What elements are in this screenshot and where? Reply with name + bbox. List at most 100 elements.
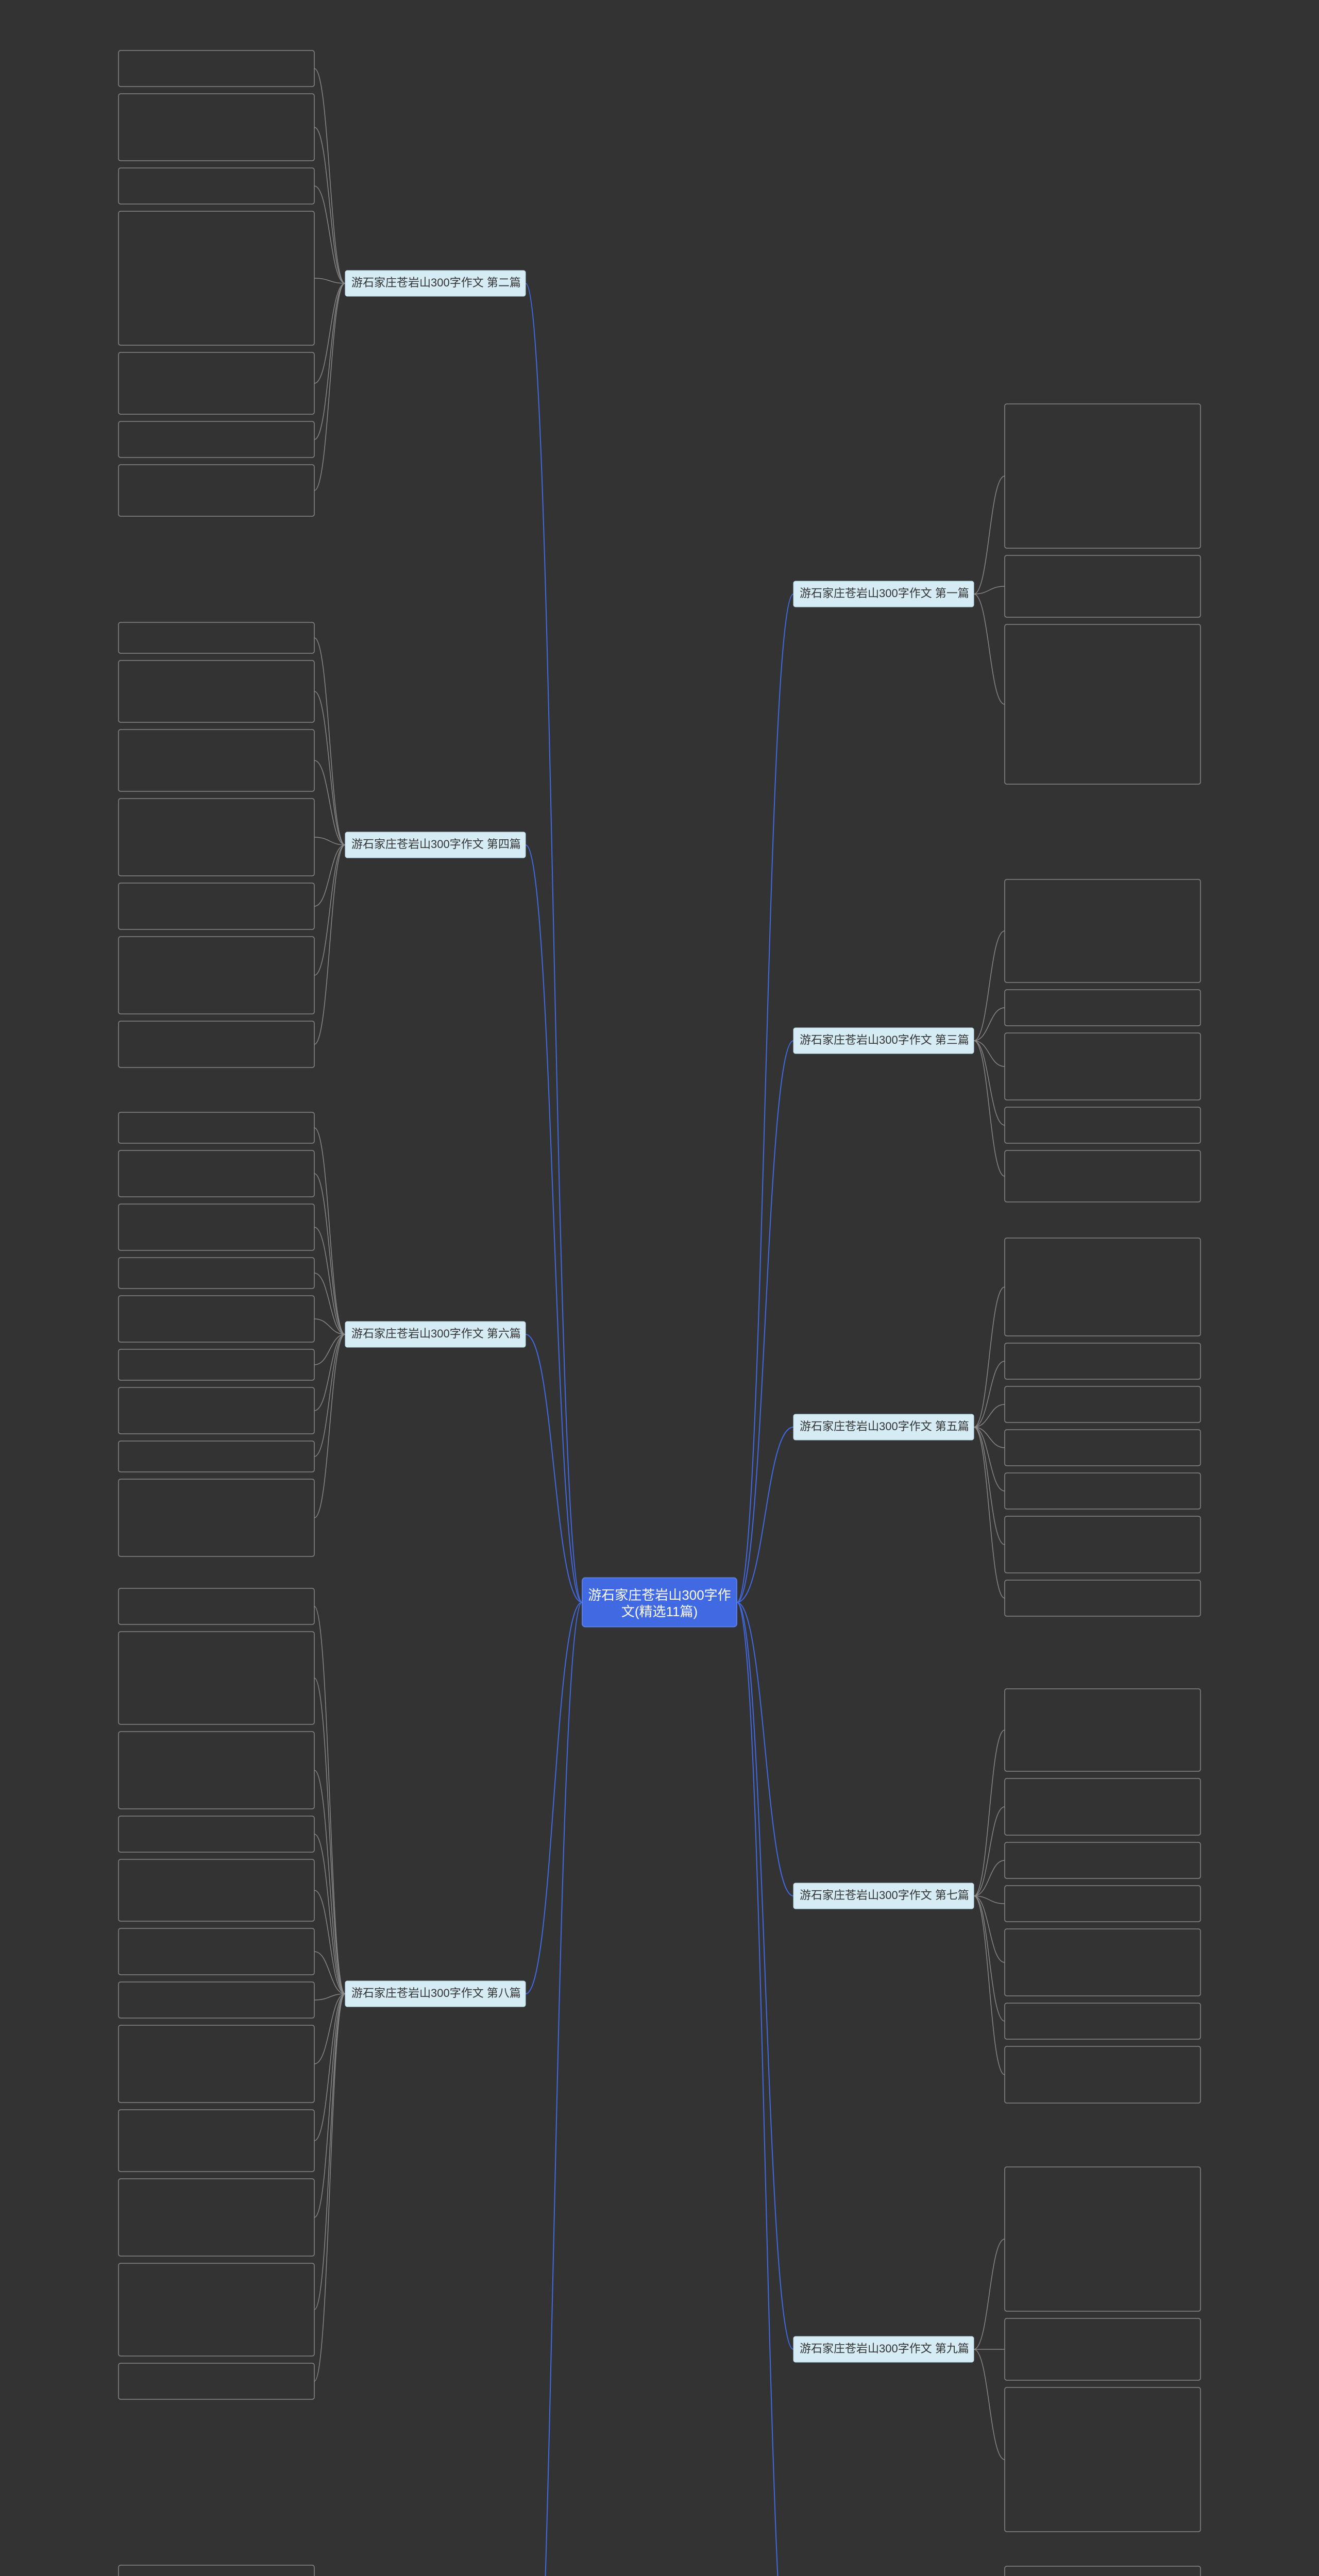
edge-branch-leaf	[974, 594, 1005, 704]
leaf-node[interactable]	[119, 622, 314, 653]
edge-branch-leaf	[974, 1287, 1005, 1427]
leaf-node[interactable]	[119, 1928, 314, 1975]
leaf-node[interactable]	[119, 1441, 314, 1472]
branch-label: 游石家庄苍岩山300字作文 第六篇	[351, 1327, 521, 1340]
leaf-node[interactable]	[119, 94, 314, 161]
edge-branch-leaf	[974, 2349, 1005, 2460]
leaf-node[interactable]	[119, 1296, 314, 1342]
edge-branch-leaf	[974, 476, 1005, 594]
edge-branch-leaf	[974, 1041, 1005, 1066]
edge-branch-leaf	[974, 1008, 1005, 1041]
leaf-node[interactable]	[1005, 1343, 1200, 1379]
branch-label: 游石家庄苍岩山300字作文 第九篇	[800, 2342, 969, 2355]
branch-label: 游石家庄苍岩山300字作文 第八篇	[351, 1987, 521, 1999]
leaf-node[interactable]	[1005, 1929, 1200, 1996]
leaf-node[interactable]	[119, 2179, 314, 2256]
edge-branch-leaf	[974, 2239, 1005, 2349]
leaf-node[interactable]	[119, 730, 314, 791]
edge-branch-leaf	[314, 1606, 345, 1994]
leaf-node[interactable]	[119, 1479, 314, 1556]
edge-branch-leaf	[974, 1427, 1005, 1491]
leaf-node[interactable]	[1005, 2387, 1200, 2532]
branch-label: 游石家庄苍岩山300字作文 第七篇	[800, 1889, 969, 1902]
leaf-node[interactable]	[119, 2565, 314, 2576]
leaf-node[interactable]	[119, 1258, 314, 1289]
edge-branch-leaf	[314, 1334, 345, 1456]
edge-branch-leaf	[974, 1427, 1005, 1545]
leaf-node[interactable]	[1005, 1386, 1200, 1422]
edge-branch-leaf	[314, 278, 345, 283]
edge-branch-leaf	[974, 1427, 1005, 1448]
leaf-node[interactable]	[1005, 1473, 1200, 1509]
edge-branch-leaf	[314, 283, 345, 383]
leaf-node[interactable]	[1005, 624, 1200, 784]
leaf-node[interactable]	[119, 883, 314, 929]
leaf-node[interactable]	[119, 50, 314, 87]
leaf-node[interactable]	[119, 1859, 314, 1921]
leaf-node[interactable]	[119, 1632, 314, 1724]
branch-label: 游石家庄苍岩山300字作文 第一篇	[800, 587, 969, 600]
edge-root-branch	[737, 1602, 793, 2349]
leaf-node[interactable]	[119, 2363, 314, 2399]
leaf-node[interactable]	[1005, 1886, 1200, 1922]
leaf-node[interactable]	[119, 1021, 314, 1067]
leaf-node[interactable]	[1005, 2566, 1200, 2576]
leaf-node[interactable]	[1005, 990, 1200, 1026]
leaf-node[interactable]	[1005, 1107, 1200, 1143]
edge-branch-leaf	[974, 1404, 1005, 1427]
edge-branch-leaf	[974, 1041, 1005, 1176]
leaf-node[interactable]	[119, 421, 314, 457]
edge-branch-leaf	[314, 760, 345, 845]
leaf-node[interactable]	[1005, 2003, 1200, 2039]
leaf-node[interactable]	[119, 1112, 314, 1143]
leaf-node[interactable]	[119, 660, 314, 722]
leaf-node[interactable]	[1005, 879, 1200, 982]
leaf-node[interactable]	[119, 465, 314, 516]
leaf-node[interactable]	[1005, 1580, 1200, 1616]
edge-branch-leaf	[974, 1896, 1005, 2021]
edge-branch-leaf	[974, 1896, 1005, 2075]
leaf-node[interactable]	[1005, 1238, 1200, 1336]
leaf-node[interactable]	[119, 352, 314, 414]
branch-label: 游石家庄苍岩山300字作文 第二篇	[351, 276, 521, 289]
leaf-node[interactable]	[119, 1387, 314, 1434]
leaf-node[interactable]	[119, 799, 314, 876]
leaf-node[interactable]	[1005, 2167, 1200, 2311]
edge-branch-leaf	[314, 186, 345, 283]
edge-branch-leaf	[314, 691, 345, 845]
leaf-node[interactable]	[119, 1349, 314, 1380]
leaf-node[interactable]	[119, 1588, 314, 1624]
edge-branch-leaf	[974, 1361, 1005, 1427]
leaf-node[interactable]	[119, 211, 314, 345]
edge-branch-leaf	[314, 638, 345, 845]
edge-root-branch	[737, 594, 793, 1602]
leaf-node[interactable]	[119, 2025, 314, 2103]
branch-label: 游石家庄苍岩山300字作文 第三篇	[800, 1033, 969, 1046]
edge-branch-leaf	[314, 845, 345, 975]
leaf-node[interactable]	[1005, 1516, 1200, 1573]
edge-branch-leaf	[314, 1334, 345, 1411]
leaf-node[interactable]	[119, 1150, 314, 1197]
leaf-node[interactable]	[1005, 1033, 1200, 1100]
leaf-node[interactable]	[119, 1982, 314, 2018]
leaf-node[interactable]	[119, 2263, 314, 2356]
leaf-node[interactable]	[119, 1816, 314, 1852]
leaf-node[interactable]	[1005, 1842, 1200, 1878]
leaf-node[interactable]	[1005, 2046, 1200, 2103]
root-edges-group	[526, 283, 793, 2576]
leaf-node[interactable]	[1005, 1689, 1200, 1771]
leaf-node[interactable]	[119, 168, 314, 204]
leaf-node[interactable]	[119, 2110, 314, 2172]
leaf-node[interactable]	[1005, 1430, 1200, 1466]
leaf-node[interactable]	[119, 1204, 314, 1250]
leaves-group	[119, 50, 1200, 2576]
edge-branch-leaf	[974, 1896, 1005, 1962]
leaf-node[interactable]	[1005, 2318, 1200, 2380]
leaf-node[interactable]	[119, 937, 314, 1014]
edge-root-branch	[737, 1041, 793, 1602]
leaf-node[interactable]	[119, 1732, 314, 1809]
leaf-node[interactable]	[1005, 404, 1200, 548]
leaf-node[interactable]	[1005, 1150, 1200, 1202]
leaf-node[interactable]	[1005, 555, 1200, 617]
leaf-node[interactable]	[1005, 1778, 1200, 1835]
